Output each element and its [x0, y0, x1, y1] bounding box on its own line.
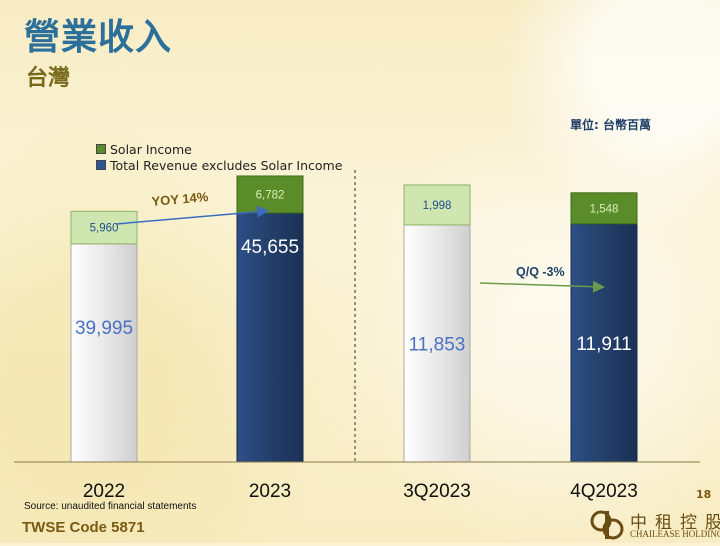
- bar-base-2023: [236, 212, 304, 463]
- x-tick-label-3Q2023: 3Q2023: [403, 481, 471, 502]
- annotation-qoq: Q/Q -3%: [516, 265, 565, 279]
- company-logo: 中租控股 CHAILEASE HOLDING: [588, 506, 720, 546]
- logo-english-name: CHAILEASE HOLDING: [630, 529, 720, 539]
- legend-item-base: Total Revenue excludes Solar Income: [96, 157, 342, 173]
- twse-code: TWSE Code 5871: [22, 519, 145, 536]
- annotation-yoy: YOY 14%: [151, 189, 209, 209]
- bar-base-2022: [70, 243, 138, 463]
- x-tick-label-4Q2023: 4Q2023: [570, 481, 638, 502]
- x-tick-label-2022: 2022: [83, 481, 125, 502]
- unit-label: 單位: 台幣百萬: [570, 118, 651, 132]
- solar-data-label-2022: 5,960: [90, 223, 119, 235]
- x-tick-label-2023: 2023: [249, 481, 291, 502]
- bar-solar-2022: [70, 210, 138, 245]
- base-data-label-3Q2023: 11,853: [409, 334, 466, 355]
- chart-legend: Solar Income Total Revenue excludes Sola…: [96, 141, 342, 173]
- legend-swatch-base: [96, 160, 106, 170]
- logo-chinese-name: 中租控股: [630, 513, 720, 533]
- bar-solar-2023: [236, 175, 304, 214]
- legend-item-solar: Solar Income: [96, 141, 342, 157]
- solar-data-label-4Q2023: 1,548: [590, 203, 619, 215]
- annotation-yoy-arrow: [115, 205, 269, 225]
- page-number: 18: [696, 488, 712, 501]
- bar-base-4Q2023: [570, 223, 638, 463]
- legend-swatch-solar: [96, 144, 106, 154]
- page-subtitle: 台灣: [26, 66, 71, 91]
- base-data-label-2023: 45,655: [241, 237, 299, 258]
- bar-solar-3Q2023: [403, 184, 471, 226]
- solar-data-label-2023: 6,782: [256, 189, 285, 201]
- solar-data-label-3Q2023: 1,998: [423, 200, 452, 212]
- legend-label-solar: Solar Income: [110, 141, 192, 157]
- base-data-label-2022: 39,995: [75, 318, 133, 339]
- bar-base-3Q2023: [403, 224, 471, 463]
- legend-label-base: Total Revenue excludes Solar Income: [110, 157, 343, 173]
- logo-mark-icon: [590, 510, 624, 540]
- base-data-label-4Q2023: 11,911: [576, 334, 631, 355]
- bar-solar-4Q2023: [570, 192, 638, 225]
- source-note: Source: unaudited financial statements: [24, 501, 197, 512]
- annotation-qoq-arrow: [479, 280, 605, 293]
- page-title: 營業收入: [24, 17, 173, 58]
